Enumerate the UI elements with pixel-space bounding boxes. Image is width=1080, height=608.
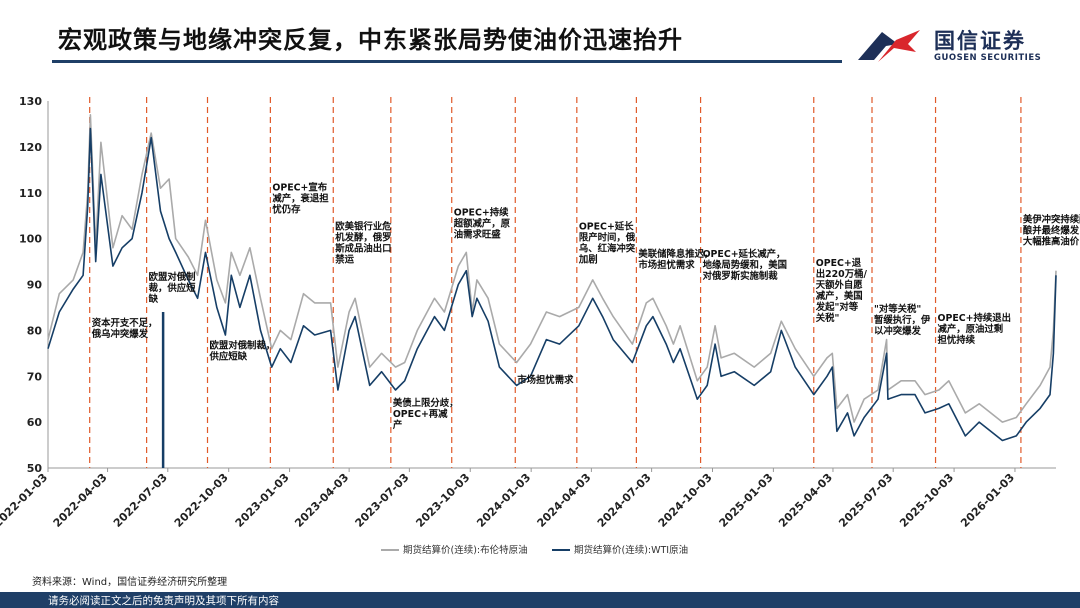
x-tick-label: 2026-01-03 bbox=[958, 471, 1017, 530]
legend-label-wti: 期货结算价(连续):WTI原油 bbox=[574, 544, 688, 556]
event-annotation: OPEC+延长限产时间，俄乌、红海冲突加剧 bbox=[578, 220, 636, 265]
y-tick-label: 80 bbox=[27, 324, 43, 337]
event-annotation: OPEC+退出220万桶/天额外自愿减产，美国发起"对等关税" bbox=[815, 258, 868, 324]
event-annotation: 美联储降息推迟，市场担忧需求 bbox=[638, 248, 713, 271]
x-tick-label: 2022-07-03 bbox=[111, 471, 170, 530]
x-tick-label: 2022-04-03 bbox=[51, 471, 110, 530]
y-tick-label: 50 bbox=[27, 462, 43, 475]
y-tick-label: 60 bbox=[27, 416, 43, 429]
title-divider bbox=[52, 60, 842, 63]
y-tick-label: 130 bbox=[19, 95, 42, 108]
event-annotation: 欧盟对俄制裁，供应短缺 bbox=[209, 340, 276, 363]
event-annotation: 欧美银行业危机发酵，俄罗斯成品油出口禁运 bbox=[335, 220, 392, 265]
series-line-brent bbox=[47, 114, 1057, 423]
x-tick-label: 2025-01-03 bbox=[717, 471, 776, 530]
event-annotation: 欧盟对俄制裁，供应短缺 bbox=[148, 271, 197, 305]
x-tick-label: 2023-04-03 bbox=[292, 471, 351, 530]
disclaimer-text: 请务必阅读正文之后的免责声明及其项下所有内容 bbox=[48, 595, 279, 607]
x-tick-label: 2025-10-03 bbox=[897, 471, 956, 530]
source-note: 资料来源：Wind，国信证券经济研究所整理 bbox=[32, 577, 228, 588]
series-line-wti bbox=[47, 127, 1057, 442]
brand-logo: 国信证券 GUOSEN SECURITIES bbox=[856, 22, 1056, 68]
x-tick-label: 2023-10-03 bbox=[413, 471, 472, 530]
event-annotation: OPEC+持续退出减产，原油过剩担忧持续 bbox=[938, 312, 1011, 346]
y-tick-label: 120 bbox=[19, 141, 42, 154]
y-tick-label: 90 bbox=[27, 279, 43, 292]
legend-label-brent: 期货结算价(连续):布伦特原油 bbox=[403, 544, 528, 556]
event-annotation: OPEC+宣布减产，衰退担忧仍存 bbox=[271, 181, 329, 215]
brand-name-cn: 国信证券 bbox=[934, 29, 1026, 53]
guosen-logo-icon bbox=[858, 30, 920, 62]
y-tick-label: 110 bbox=[19, 187, 42, 200]
brand-name-en: GUOSEN SECURITIES bbox=[934, 53, 1042, 63]
x-tick-label: 2025-04-03 bbox=[776, 471, 835, 530]
page-title: 宏观政策与地缘冲突反复，中东紧张局势使油价迅速抬升 bbox=[58, 26, 683, 54]
y-tick-label: 100 bbox=[19, 233, 42, 246]
event-annotation: OPEC+延长减产，地缘局势缓和，美国对俄罗斯实施制裁 bbox=[703, 248, 787, 282]
y-tick-label: 70 bbox=[27, 370, 43, 383]
event-annotation: 市场担忧需求 bbox=[517, 374, 574, 386]
event-annotation: "对等关税"暂缓执行，伊以冲突爆发 bbox=[874, 303, 931, 337]
x-tick-label: 2023-01-03 bbox=[233, 471, 292, 530]
x-tick-label: 2024-04-03 bbox=[535, 471, 594, 530]
oil-price-chart: 50 60 70 80 90 100 110 120 130 2022-01-03 2022-04-… bbox=[0, 95, 1080, 556]
x-tick-label: 2024-10-03 bbox=[656, 471, 715, 530]
x-tick-label: 2022-01-03 bbox=[0, 471, 50, 530]
x-tick-label: 2023-07-03 bbox=[353, 471, 412, 530]
event-annotation: 资本开支不足，俄乌冲突爆发 bbox=[91, 317, 158, 340]
x-tick-label: 2024-01-03 bbox=[474, 471, 533, 530]
event-annotation: 美伊冲突持续酝酿并最终爆发，大幅推高油价 bbox=[1023, 214, 1080, 248]
event-annotation: 美债上限分歧， OPEC+再减产 bbox=[393, 397, 459, 431]
x-tick-label: 2022-10-03 bbox=[172, 471, 231, 530]
x-tick-label: 2024-07-03 bbox=[595, 471, 654, 530]
x-tick-label: 2025-07-03 bbox=[836, 471, 895, 530]
event-annotation: OPEC+持续超额减产，原油需求旺盛 bbox=[453, 207, 511, 241]
footer-bar: 请务必阅读正文之后的免责声明及其项下所有内容 bbox=[0, 592, 1080, 608]
